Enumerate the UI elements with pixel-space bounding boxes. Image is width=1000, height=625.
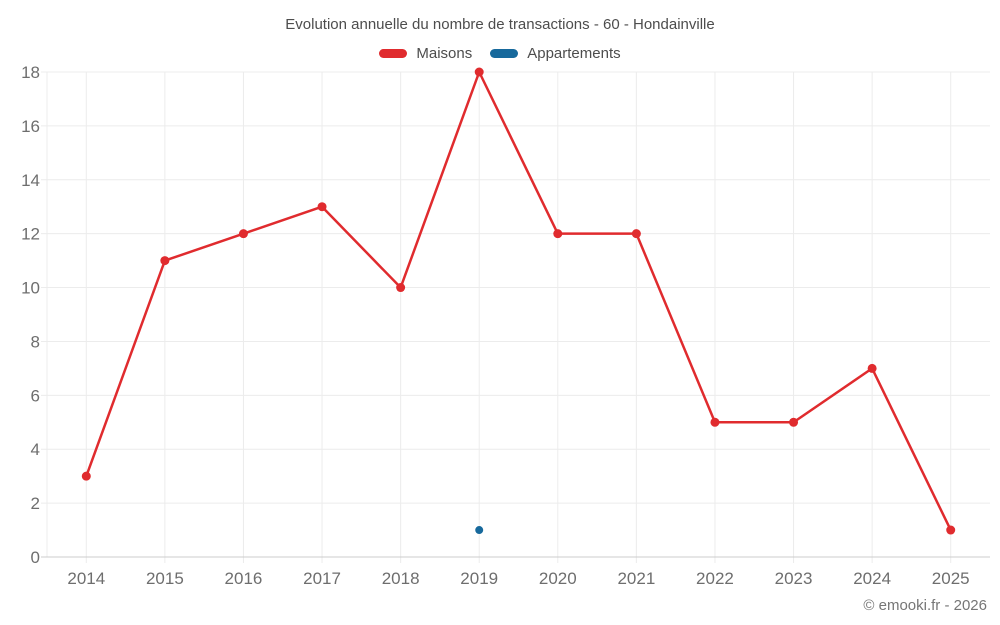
data-point-maisons-2020[interactable] xyxy=(553,229,563,239)
x-axis-label: 2017 xyxy=(303,569,341,588)
y-axis-label: 2 xyxy=(31,494,40,513)
legend-swatch-appartements-icon xyxy=(490,49,519,58)
y-axis-label: 18 xyxy=(21,63,40,82)
y-axis-label: 16 xyxy=(21,117,40,136)
x-axis-label: 2025 xyxy=(932,569,970,588)
legend: Maisons Appartements xyxy=(0,45,1000,62)
x-axis-label: 2024 xyxy=(853,569,891,588)
data-point-maisons-2024[interactable] xyxy=(867,363,877,373)
y-axis-label: 4 xyxy=(31,440,40,459)
legend-swatch-maisons-icon xyxy=(379,49,408,58)
y-axis-label: 10 xyxy=(21,279,40,298)
data-point-maisons-2025[interactable] xyxy=(946,525,956,535)
x-axis-label: 2014 xyxy=(67,569,105,588)
data-point-maisons-2016[interactable] xyxy=(238,229,248,239)
data-point-maisons-2017[interactable] xyxy=(317,202,327,212)
data-point-maisons-2022[interactable] xyxy=(710,417,720,427)
y-axis-label: 14 xyxy=(21,171,40,190)
legend-item-maisons[interactable]: Maisons xyxy=(379,45,472,62)
x-axis-label: 2018 xyxy=(382,569,420,588)
data-point-maisons-2014[interactable] xyxy=(81,471,91,481)
copyright: © emooki.fr - 2026 xyxy=(863,597,987,614)
y-axis-label: 0 xyxy=(31,548,40,567)
data-point-maisons-2018[interactable] xyxy=(396,283,406,293)
data-point-appartements-2019[interactable] xyxy=(475,526,484,535)
y-axis-label: 8 xyxy=(31,332,40,351)
x-axis-label: 2015 xyxy=(146,569,184,588)
x-axis-label: 2021 xyxy=(617,569,655,588)
legend-label-appartements: Appartements xyxy=(527,45,621,62)
legend-item-appartements[interactable]: Appartements xyxy=(490,45,621,62)
series-line-maisons xyxy=(85,70,952,532)
x-axis-label: 2020 xyxy=(539,569,577,588)
y-axis-label: 6 xyxy=(31,386,40,405)
data-point-maisons-2021[interactable] xyxy=(631,229,641,239)
y-axis-label: 12 xyxy=(21,225,40,244)
x-axis-label: 2019 xyxy=(460,569,498,588)
x-axis-label: 2016 xyxy=(225,569,263,588)
data-point-maisons-2015[interactable] xyxy=(160,256,170,266)
x-axis-label: 2023 xyxy=(775,569,813,588)
legend-label-maisons: Maisons xyxy=(416,45,473,62)
data-point-maisons-2023[interactable] xyxy=(789,417,799,427)
x-axis-label: 2022 xyxy=(696,569,734,588)
chart-title: Evolution annuelle du nombre de transact… xyxy=(285,16,715,33)
data-point-maisons-2019[interactable] xyxy=(474,67,484,77)
